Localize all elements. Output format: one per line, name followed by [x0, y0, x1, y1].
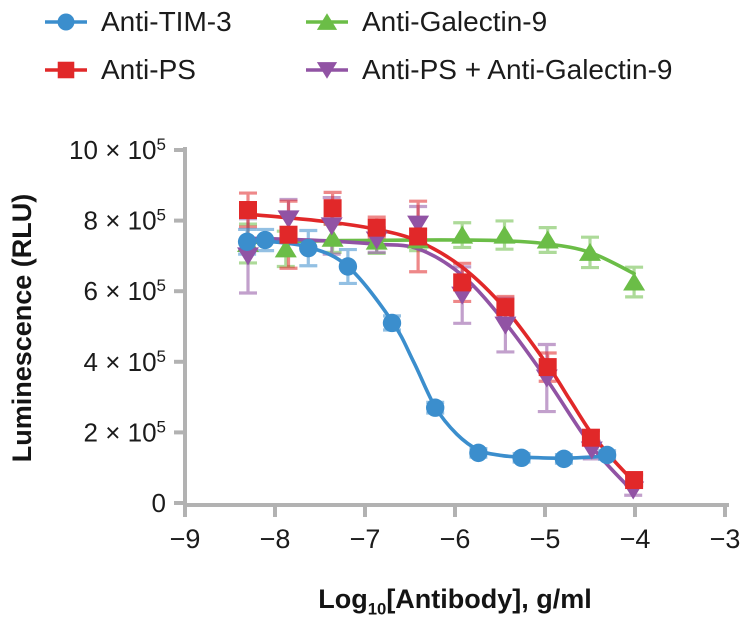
x-tick-label: −4	[620, 524, 651, 554]
circle-marker	[597, 445, 617, 465]
square-marker-icon	[45, 61, 87, 79]
square-marker	[496, 298, 515, 317]
legend-label-anti-tim-3: Anti-TIM-3	[101, 6, 232, 37]
circle-marker	[255, 230, 275, 250]
legend-item-anti-tim-3: Anti-TIM-3	[44, 0, 305, 46]
y-tick-label: 6 × 105	[84, 276, 166, 306]
triangle-down-marker	[407, 215, 430, 234]
triangle-up-marker	[536, 230, 559, 249]
triangle-up-marker	[493, 225, 516, 244]
triangle-up-marker	[623, 272, 646, 291]
square-marker	[409, 227, 428, 246]
square-marker	[279, 225, 298, 244]
triangle-down-marker	[320, 217, 343, 236]
triangle-down-marker	[316, 62, 338, 79]
circle-marker	[554, 449, 574, 469]
legend-item-anti-galectin-9: Anti-Galectin-9	[305, 0, 672, 46]
square-marker	[625, 471, 644, 490]
square-marker	[239, 201, 257, 220]
triangle-down-marker	[494, 316, 517, 335]
circle-marker	[426, 398, 445, 417]
legend-item-anti-ps: Anti-PS	[44, 46, 305, 94]
triangle-down-marker	[237, 247, 259, 266]
square-marker	[367, 218, 386, 237]
square-marker	[453, 273, 472, 292]
x-tick-label: −6	[440, 524, 471, 554]
circle-marker	[237, 232, 257, 251]
x-tick-label: −8	[260, 524, 291, 554]
legend: Anti-TIM-3 Anti-PS Anti-Galectin-9 Anti-…	[44, 0, 672, 94]
triangle-up-marker	[321, 228, 344, 247]
x-tick-label: −5	[530, 524, 561, 554]
fit-curve-Anti-PS + Anti-Galectin-9	[246, 236, 635, 494]
circle-marker	[469, 443, 488, 463]
triangle-down-marker	[277, 210, 300, 229]
triangle-up-marker	[274, 239, 297, 258]
y-tick-label: 4 × 105	[84, 347, 166, 377]
circle-marker	[382, 313, 402, 333]
legend-item-anti-ps-anti-galectin-9: Anti-PS + Anti-Galectin-9	[305, 46, 672, 94]
series-Anti-PS	[239, 199, 644, 490]
x-tick-label: −9	[170, 524, 201, 554]
triangle-up-marker	[316, 13, 338, 30]
triangle-up-marker	[579, 242, 601, 261]
circle-marker	[299, 238, 318, 258]
x-axis-title-suffix: [Antibody], g/ml	[386, 584, 592, 614]
y-tick-label: 8 × 105	[84, 206, 166, 236]
circle-marker	[338, 257, 358, 276]
series-Anti-TIM-3	[237, 230, 617, 469]
circle-marker	[57, 13, 75, 31]
square-marker	[323, 199, 342, 218]
triangle-down-marker-icon	[306, 62, 348, 79]
axes: −9 −8 −7 −6 −5 −4 −3 0 2 × 105 4 × 105 6 × 105 8 × …	[69, 135, 740, 554]
square-marker	[57, 61, 75, 79]
legend-label-anti-ps: Anti-PS	[101, 54, 196, 85]
x-tick-label: −3	[710, 524, 741, 554]
square-marker	[581, 428, 600, 447]
y-tick-label: 2 × 105	[84, 417, 166, 447]
legend-label-anti-galectin-9: Anti-Galectin-9	[362, 6, 548, 37]
x-axis-title: Log10[Antibody], g/ml	[185, 584, 725, 619]
circle-marker	[512, 448, 531, 468]
error-bars-Anti-TIM-3	[238, 227, 617, 465]
x-axis-title-prefix: Log	[318, 584, 368, 614]
square-marker	[538, 358, 557, 377]
triangle-up-marker	[451, 225, 474, 244]
y-tick-label: 10 × 105	[69, 135, 166, 165]
x-tick-label: −7	[350, 524, 381, 554]
legend-label-anti-ps-anti-galectin-9: Anti-PS + Anti-Galectin-9	[362, 54, 673, 85]
triangle-up-marker-icon	[306, 13, 348, 30]
x-axis-title-subscript: 10	[367, 599, 387, 619]
circle-marker-icon	[45, 13, 87, 31]
y-tick-label: 0	[152, 488, 166, 518]
y-axis-title: Luminescence (RLU)	[7, 193, 37, 463]
